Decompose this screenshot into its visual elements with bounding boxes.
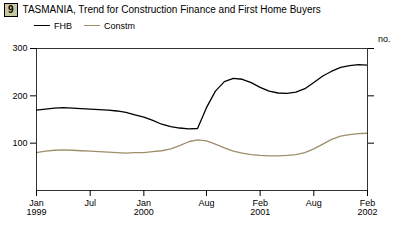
svg-text:Jan2000: Jan2000 xyxy=(134,197,154,216)
svg-text:Jan1999: Jan1999 xyxy=(26,197,46,216)
svg-text:Aug: Aug xyxy=(198,197,214,207)
svg-text:300: 300 xyxy=(12,43,27,53)
html-text:FHB: FHB xyxy=(54,20,72,31)
svg-text:Aug: Aug xyxy=(306,197,322,207)
svg-text:100: 100 xyxy=(12,138,27,148)
svg-text:Feb2002: Feb2002 xyxy=(357,197,377,216)
svg-text:Feb2001: Feb2001 xyxy=(250,197,270,216)
svg-text:Jul: Jul xyxy=(84,197,96,207)
svg-text:200: 200 xyxy=(12,90,27,100)
html-text:Constm: Constm xyxy=(104,20,135,31)
html-text:9: 9 xyxy=(8,4,14,15)
svg-text:no.: no. xyxy=(378,33,391,43)
html-text:TASMANIA, Trend for Constructi: TASMANIA, Trend for Construction Finance… xyxy=(22,4,321,15)
